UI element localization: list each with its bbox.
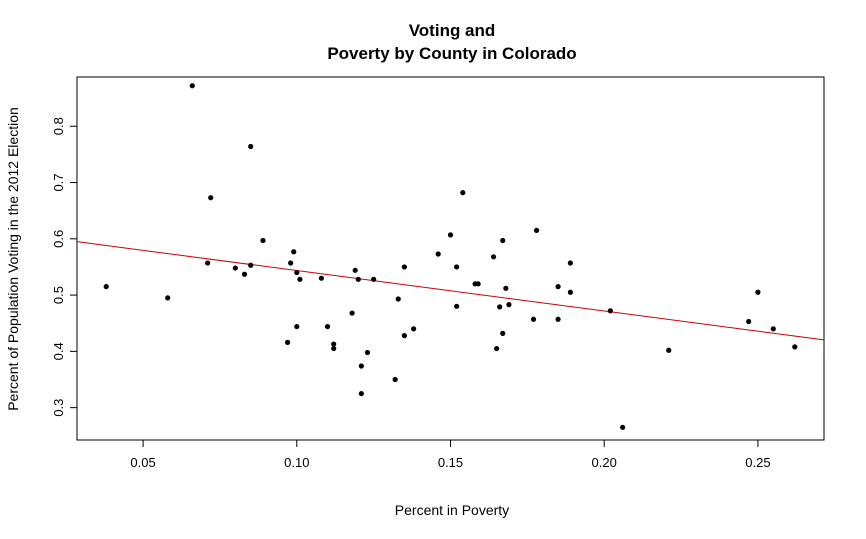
chart-title-line-2: Poverty by County in Colorado (327, 44, 576, 63)
x-tick-label: 0.25 (745, 455, 770, 470)
data-point (490, 254, 497, 260)
data-point (755, 289, 761, 295)
chart-title-line-1: Voting and (409, 21, 496, 40)
data-point (364, 349, 371, 356)
data-point (567, 289, 573, 295)
data-point (208, 195, 214, 201)
data-point (666, 347, 672, 353)
y-tick-label: 0.7 (51, 173, 66, 191)
data-point (770, 326, 776, 332)
data-point (401, 264, 407, 270)
data-point (318, 275, 324, 281)
data-point (497, 304, 503, 310)
x-axis: 0.05 0.10 0.15 0.20 0.25 (130, 439, 771, 470)
data-point (371, 276, 377, 282)
data-point (746, 318, 752, 325)
data-point (294, 269, 300, 276)
data-point (454, 303, 460, 309)
data-point (494, 345, 500, 352)
y-axis-label: Percent of Population Voting in the 2012… (5, 107, 21, 411)
data-point (533, 227, 540, 233)
data-point (297, 276, 303, 282)
y-axis: 0.3 0.4 0.5 0.6 0.7 0.8 (51, 117, 78, 417)
data-point (411, 326, 417, 332)
data-point (435, 251, 441, 257)
data-point (189, 83, 195, 89)
data-point (352, 267, 358, 273)
data-point (500, 330, 506, 336)
x-tick-label: 0.05 (130, 455, 155, 470)
data-point (349, 310, 355, 316)
data-point (288, 260, 294, 266)
data-point (291, 249, 297, 255)
data-point (241, 271, 248, 277)
fit-line-layer (76, 241, 825, 341)
y-tick-label: 0.3 (51, 399, 66, 417)
data-point (475, 281, 481, 287)
data-point (205, 260, 211, 266)
data-point (103, 284, 109, 290)
data-point (454, 264, 460, 270)
plot-frame (76, 76, 825, 441)
data-point (460, 190, 466, 196)
data-point (401, 333, 407, 339)
data-point (248, 262, 254, 268)
data-point (284, 339, 291, 345)
data-point (792, 344, 798, 350)
data-point (506, 302, 512, 308)
data-point (324, 323, 331, 330)
y-tick-label: 0.6 (51, 230, 66, 248)
y-tick-label: 0.5 (51, 286, 66, 304)
data-point (567, 260, 573, 266)
data-point (331, 345, 337, 352)
data-point (358, 363, 364, 369)
x-tick-label: 0.15 (438, 455, 463, 470)
data-point (555, 284, 561, 290)
y-tick-label: 0.8 (51, 117, 66, 135)
x-tick-label: 0.10 (284, 455, 309, 470)
data-point (503, 285, 509, 291)
data-point (447, 232, 454, 238)
data-point (260, 237, 266, 244)
data-point (331, 341, 337, 347)
data-point (395, 296, 401, 302)
x-tick-label: 0.20 (592, 455, 617, 470)
data-point (355, 276, 361, 282)
points-layer (103, 83, 798, 430)
data-point (358, 390, 364, 397)
data-point (620, 424, 626, 430)
data-point (500, 237, 506, 244)
data-point (294, 323, 300, 330)
data-point (607, 308, 613, 314)
data-point (165, 295, 171, 301)
data-point (232, 265, 238, 271)
data-point (248, 143, 254, 150)
data-point (530, 316, 537, 322)
data-point (555, 316, 561, 322)
data-point (392, 376, 398, 383)
x-axis-label: Percent in Poverty (395, 502, 509, 518)
y-tick-label: 0.4 (51, 342, 66, 360)
regression-line (76, 241, 825, 341)
